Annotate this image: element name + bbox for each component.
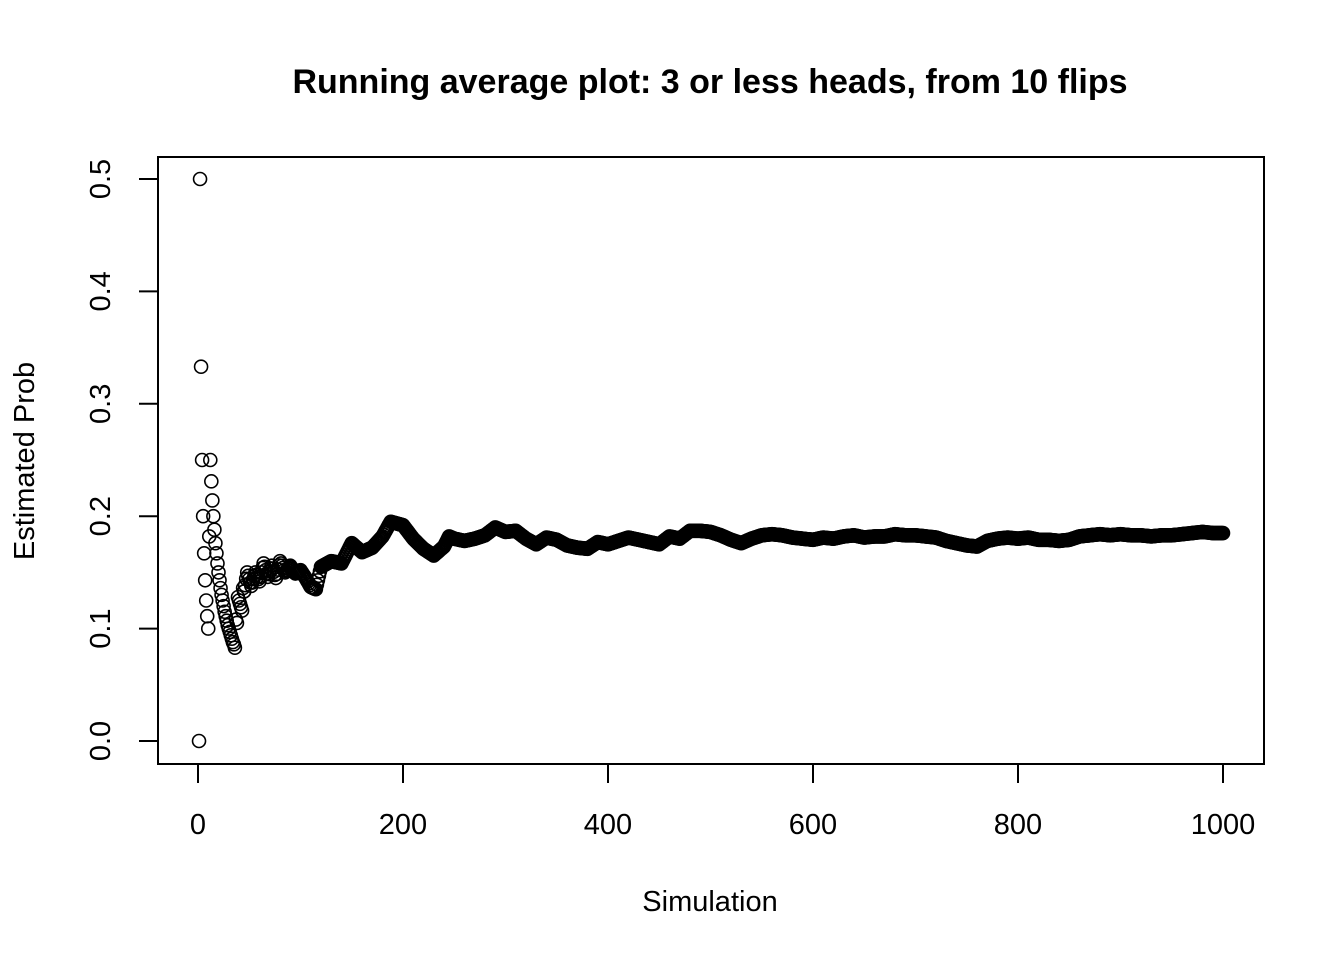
data-point — [211, 565, 226, 580]
x-tick-label: 200 — [379, 809, 427, 841]
x-axis: 0 200 400 600 800 1000 — [190, 763, 1256, 841]
x-tick-label: 400 — [584, 809, 632, 841]
y-tick-label: 0.2 — [85, 496, 117, 536]
data-point — [212, 572, 227, 588]
y-tick-label: 0.1 — [85, 608, 117, 648]
data-point — [194, 452, 210, 468]
x-tick-label: 0 — [190, 809, 206, 841]
y-tick-label: 0.5 — [85, 159, 117, 199]
data-point — [215, 593, 230, 608]
plot-frame — [157, 156, 1265, 765]
y-tick-label: 0.4 — [85, 271, 117, 311]
chart-title: Running average plot: 3 or less heads, f… — [292, 63, 1127, 101]
y-axis-label: Estimated Prob — [9, 362, 41, 560]
x-tick-label: 1000 — [1191, 809, 1256, 841]
data-point — [195, 508, 211, 524]
data-point — [200, 621, 216, 636]
data-point — [206, 508, 221, 524]
y-tick-label: 0.0 — [85, 721, 117, 761]
x-tick-label: 800 — [994, 809, 1042, 841]
data-point — [208, 535, 223, 551]
data-point — [209, 545, 224, 561]
data-point — [199, 608, 215, 624]
x-tick-label: 600 — [789, 809, 837, 841]
data-point — [214, 587, 229, 603]
data-point — [192, 171, 208, 187]
y-tick-label: 0.3 — [85, 384, 117, 424]
y-axis: 0.0 0.1 0.2 0.3 0.4 0.5 — [85, 159, 159, 761]
data-point — [1215, 525, 1231, 541]
data-point — [205, 493, 220, 508]
data-point — [234, 603, 250, 618]
data-point — [193, 359, 209, 375]
data-point — [210, 556, 225, 571]
data-point — [196, 545, 212, 561]
data-point — [204, 474, 219, 489]
data-point — [203, 452, 218, 468]
data-point — [198, 593, 214, 608]
data-point — [197, 572, 213, 588]
data-point — [216, 598, 231, 614]
data-points — [191, 171, 1231, 749]
x-axis-label: Simulation — [642, 886, 777, 918]
data-point — [229, 615, 245, 631]
data-point — [227, 640, 243, 656]
data-point — [191, 733, 207, 749]
